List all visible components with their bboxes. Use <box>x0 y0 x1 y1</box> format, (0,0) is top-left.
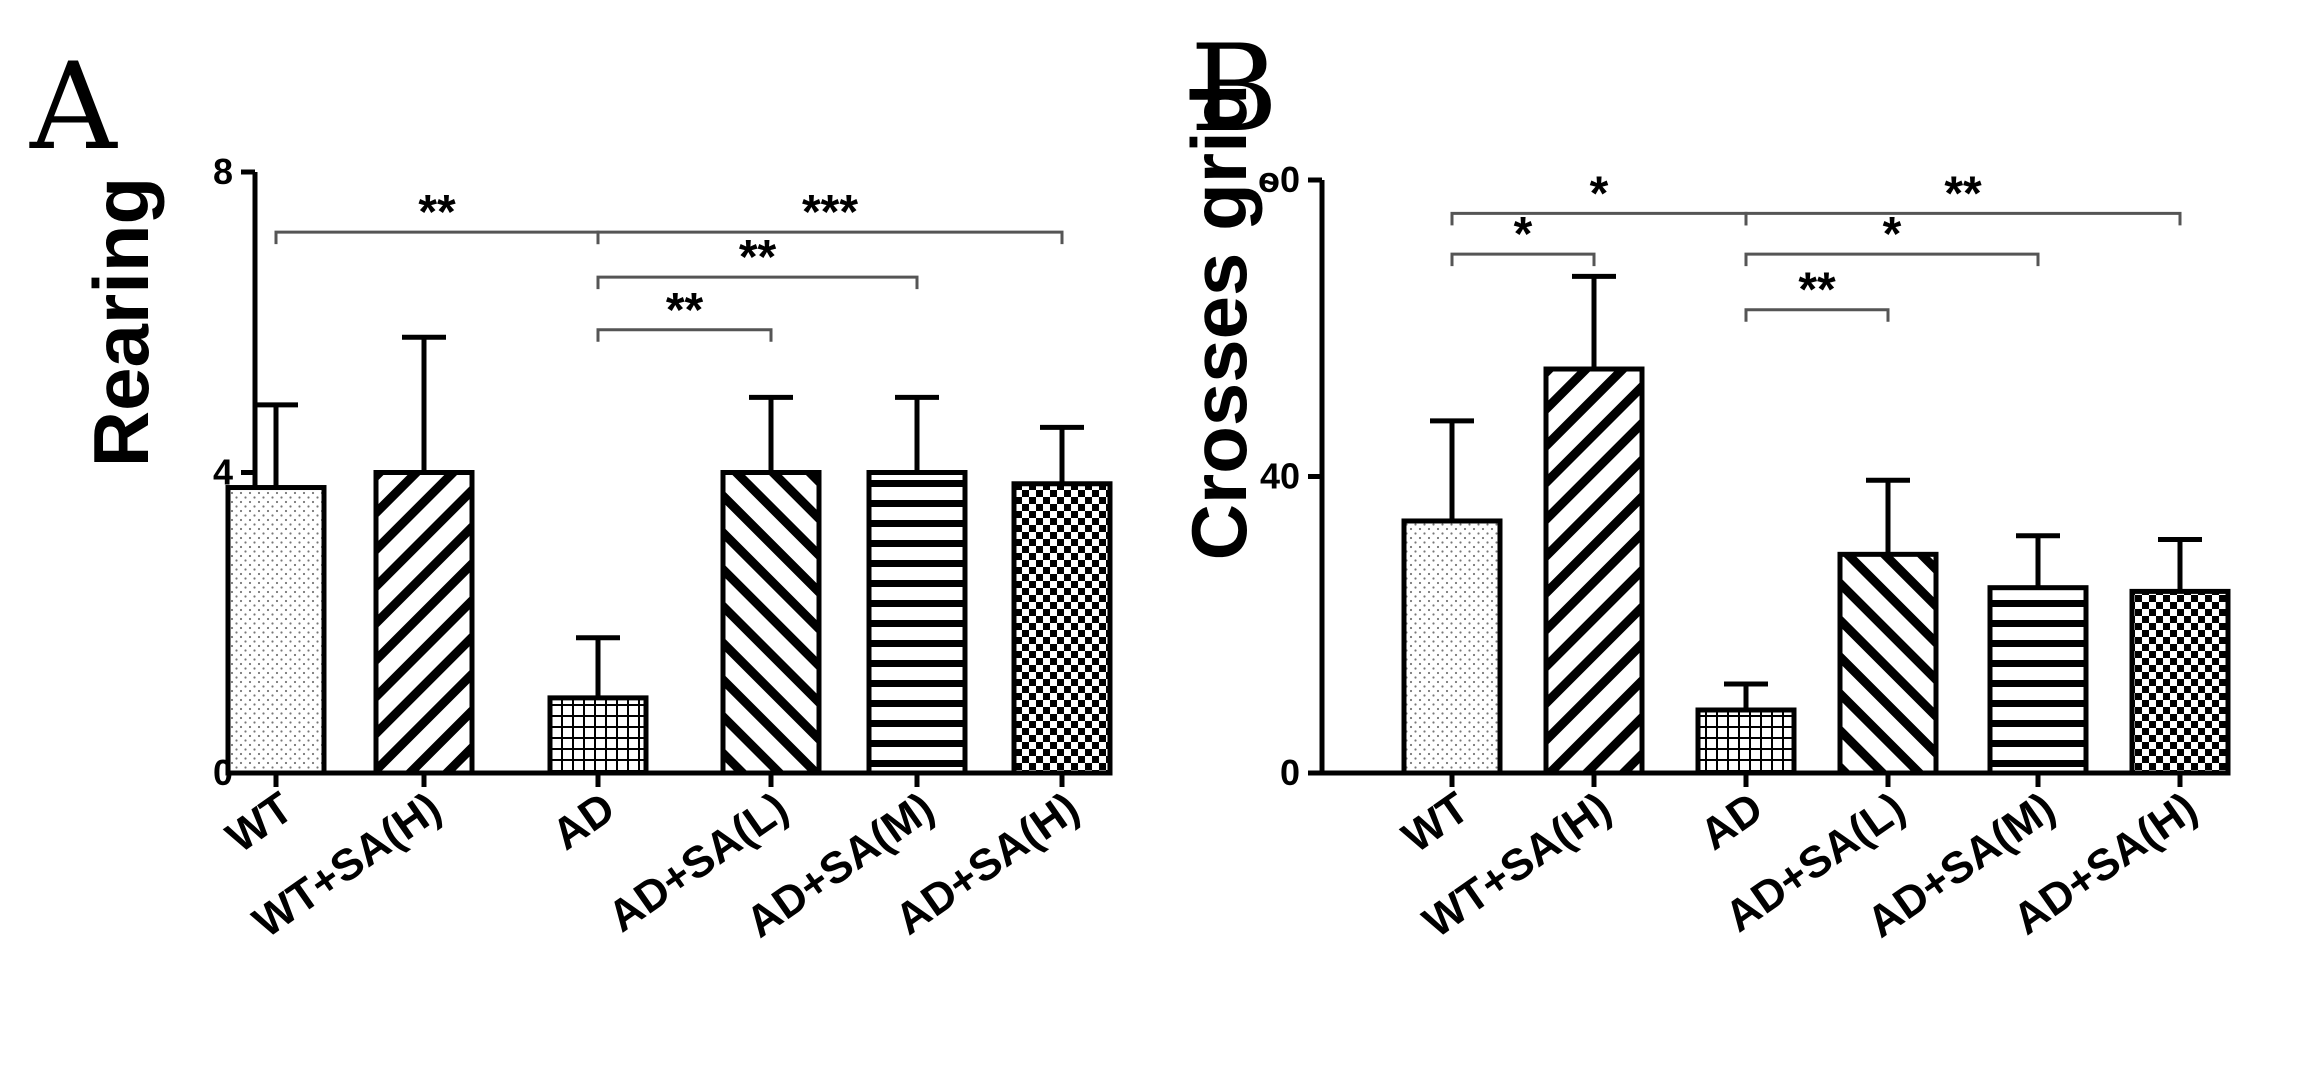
y-tick-label: 8 <box>213 151 233 192</box>
y-tick-label: 4 <box>213 452 233 493</box>
bar <box>1011 481 1113 776</box>
significance-label: * <box>1883 208 1902 261</box>
panel-letter-a: A <box>29 38 118 177</box>
x-tick-label: AD <box>1692 783 1772 860</box>
y-tick-label: 40 <box>1260 456 1300 497</box>
significance-label: ** <box>1798 264 1836 317</box>
significance-label: * <box>1514 208 1533 261</box>
significance-bracket <box>1744 308 1890 322</box>
significance-label: ** <box>418 186 456 239</box>
x-tick-label: WT <box>218 783 302 862</box>
significance-bracket <box>596 230 1064 245</box>
bar <box>1401 518 1503 776</box>
bar <box>373 470 475 776</box>
bar <box>1543 366 1645 776</box>
bar <box>2129 588 2231 776</box>
y-tick-label: 0 <box>1280 752 1300 793</box>
significance-bracket <box>596 328 773 342</box>
significance-bracket <box>1744 252 2040 267</box>
significance-label: ** <box>666 284 704 337</box>
significance-label: * <box>1590 167 1609 220</box>
panel-letter-b: B <box>1190 20 1278 159</box>
significance-label: *** <box>802 186 858 239</box>
significance-bracket <box>596 275 919 290</box>
bar <box>225 485 327 776</box>
significance-bracket <box>1744 211 2182 226</box>
panel-b-y-axis-label: Crosses grid <box>1175 84 1263 561</box>
panel-a-y-axis-label: Rearing <box>77 177 165 467</box>
significance-label: ** <box>739 231 777 284</box>
bar <box>1837 551 1939 776</box>
y-tick-label: ѳ0 <box>1258 159 1300 200</box>
bar <box>1987 585 2089 776</box>
bar <box>866 470 968 776</box>
x-tick-label: AD <box>544 783 624 860</box>
bar <box>720 470 822 776</box>
bar <box>1695 707 1797 776</box>
x-tick-label: WT <box>1394 783 1478 862</box>
significance-label: ** <box>1944 167 1982 220</box>
bar <box>547 695 649 776</box>
significance-bracket <box>1450 252 1596 267</box>
